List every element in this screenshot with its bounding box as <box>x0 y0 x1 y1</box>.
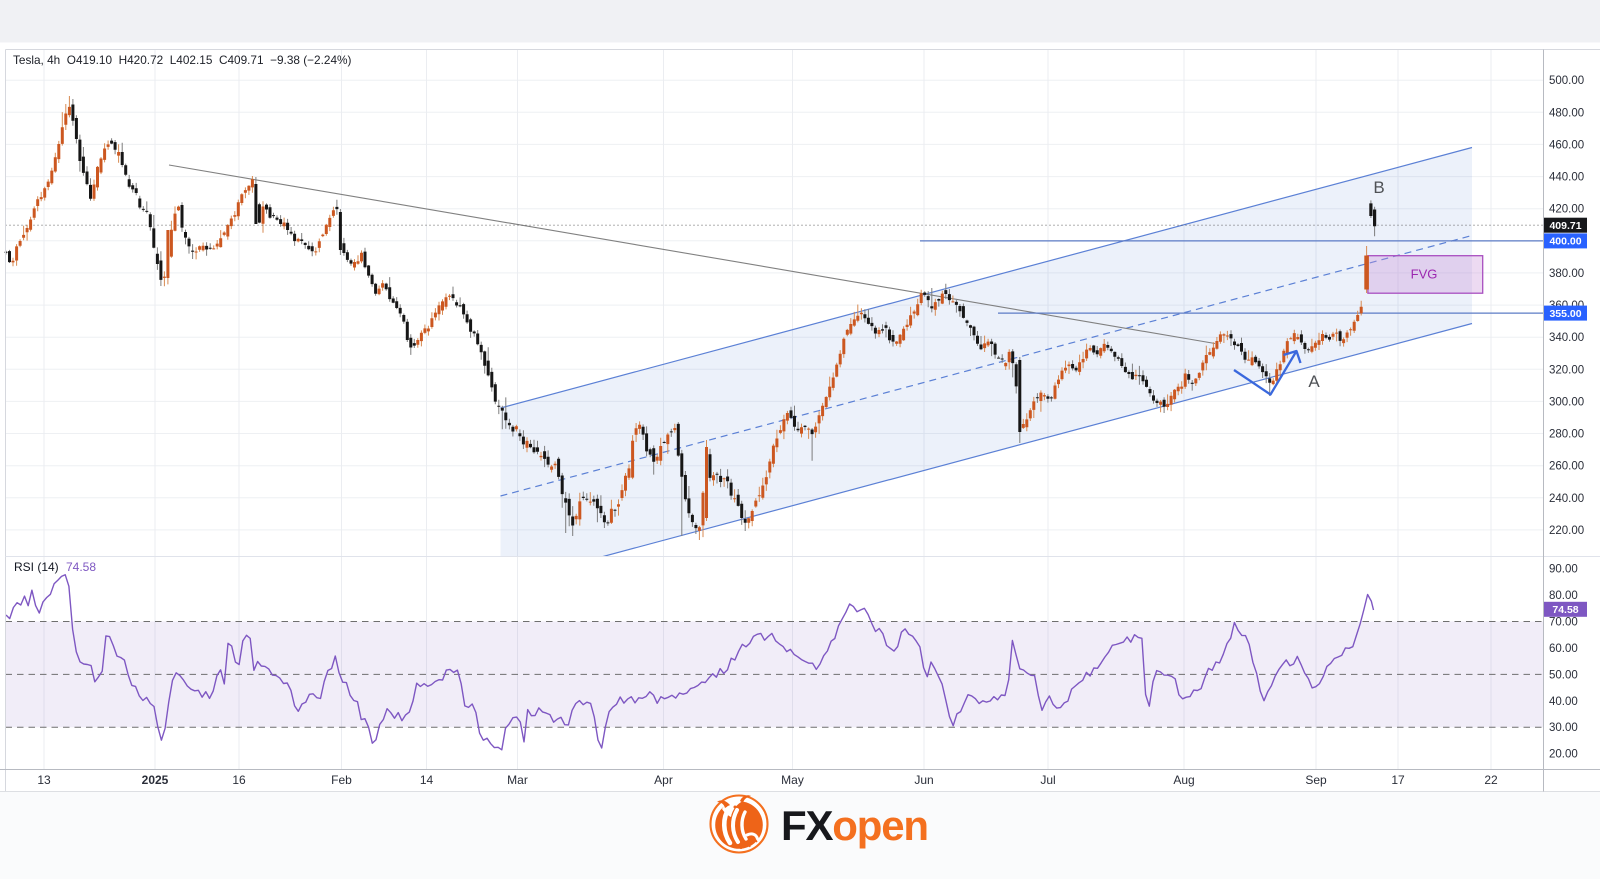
svg-text:Feb: Feb <box>331 773 352 787</box>
svg-text:380.00: 380.00 <box>1549 268 1584 280</box>
svg-text:B: B <box>1373 178 1384 197</box>
svg-text:280.00: 280.00 <box>1549 429 1584 441</box>
svg-text:30.00: 30.00 <box>1549 722 1578 734</box>
svg-text:400.00: 400.00 <box>1549 236 1581 248</box>
svg-text:16: 16 <box>232 773 246 787</box>
svg-text:300.00: 300.00 <box>1549 396 1584 408</box>
svg-text:13: 13 <box>37 773 51 787</box>
svg-text:20.00: 20.00 <box>1549 749 1578 761</box>
svg-text:60.00: 60.00 <box>1549 643 1578 655</box>
svg-text:409.71: 409.71 <box>1549 220 1581 232</box>
svg-text:Mar: Mar <box>507 773 528 787</box>
svg-text:74.58: 74.58 <box>1552 604 1578 616</box>
svg-text:220.00: 220.00 <box>1549 525 1584 537</box>
svg-text:2025: 2025 <box>142 773 169 787</box>
svg-text:70.00: 70.00 <box>1549 617 1578 629</box>
svg-text:Jun: Jun <box>914 773 933 787</box>
svg-text:Aug: Aug <box>1173 773 1194 787</box>
svg-text:480.00: 480.00 <box>1549 107 1584 119</box>
svg-text:74.58: 74.58 <box>66 560 96 574</box>
svg-text:FXopen: FXopen <box>781 802 928 849</box>
svg-text:420.00: 420.00 <box>1549 204 1584 216</box>
svg-text:RSI (14): RSI (14) <box>14 560 59 574</box>
svg-text:355.00: 355.00 <box>1549 308 1581 320</box>
svg-text:260.00: 260.00 <box>1549 461 1584 473</box>
svg-text:240.00: 240.00 <box>1549 493 1584 505</box>
svg-text:90.00: 90.00 <box>1549 564 1578 576</box>
svg-text:14: 14 <box>420 773 434 787</box>
svg-text:Tesla, 4h O419.10 H420.72 L: Tesla, 4h O419.10 H420.72 L402.15 C409.7… <box>13 53 351 67</box>
svg-text:80.00: 80.00 <box>1549 590 1578 602</box>
svg-text:17: 17 <box>1391 773 1405 787</box>
svg-text:340.00: 340.00 <box>1549 332 1584 344</box>
svg-text:Jul: Jul <box>1040 773 1055 787</box>
svg-text:FVG: FVG <box>1411 267 1438 282</box>
svg-text:A: A <box>1308 372 1320 391</box>
svg-text:Apr: Apr <box>654 773 673 787</box>
svg-text:320.00: 320.00 <box>1549 364 1584 376</box>
svg-text:440.00: 440.00 <box>1549 172 1584 184</box>
svg-text:500.00: 500.00 <box>1549 75 1584 87</box>
svg-text:40.00: 40.00 <box>1549 696 1578 708</box>
svg-text:22: 22 <box>1484 773 1498 787</box>
svg-text:May: May <box>781 773 804 787</box>
svg-text:460.00: 460.00 <box>1549 139 1584 151</box>
svg-text:50.00: 50.00 <box>1549 669 1578 681</box>
svg-text:Sep: Sep <box>1305 773 1327 787</box>
